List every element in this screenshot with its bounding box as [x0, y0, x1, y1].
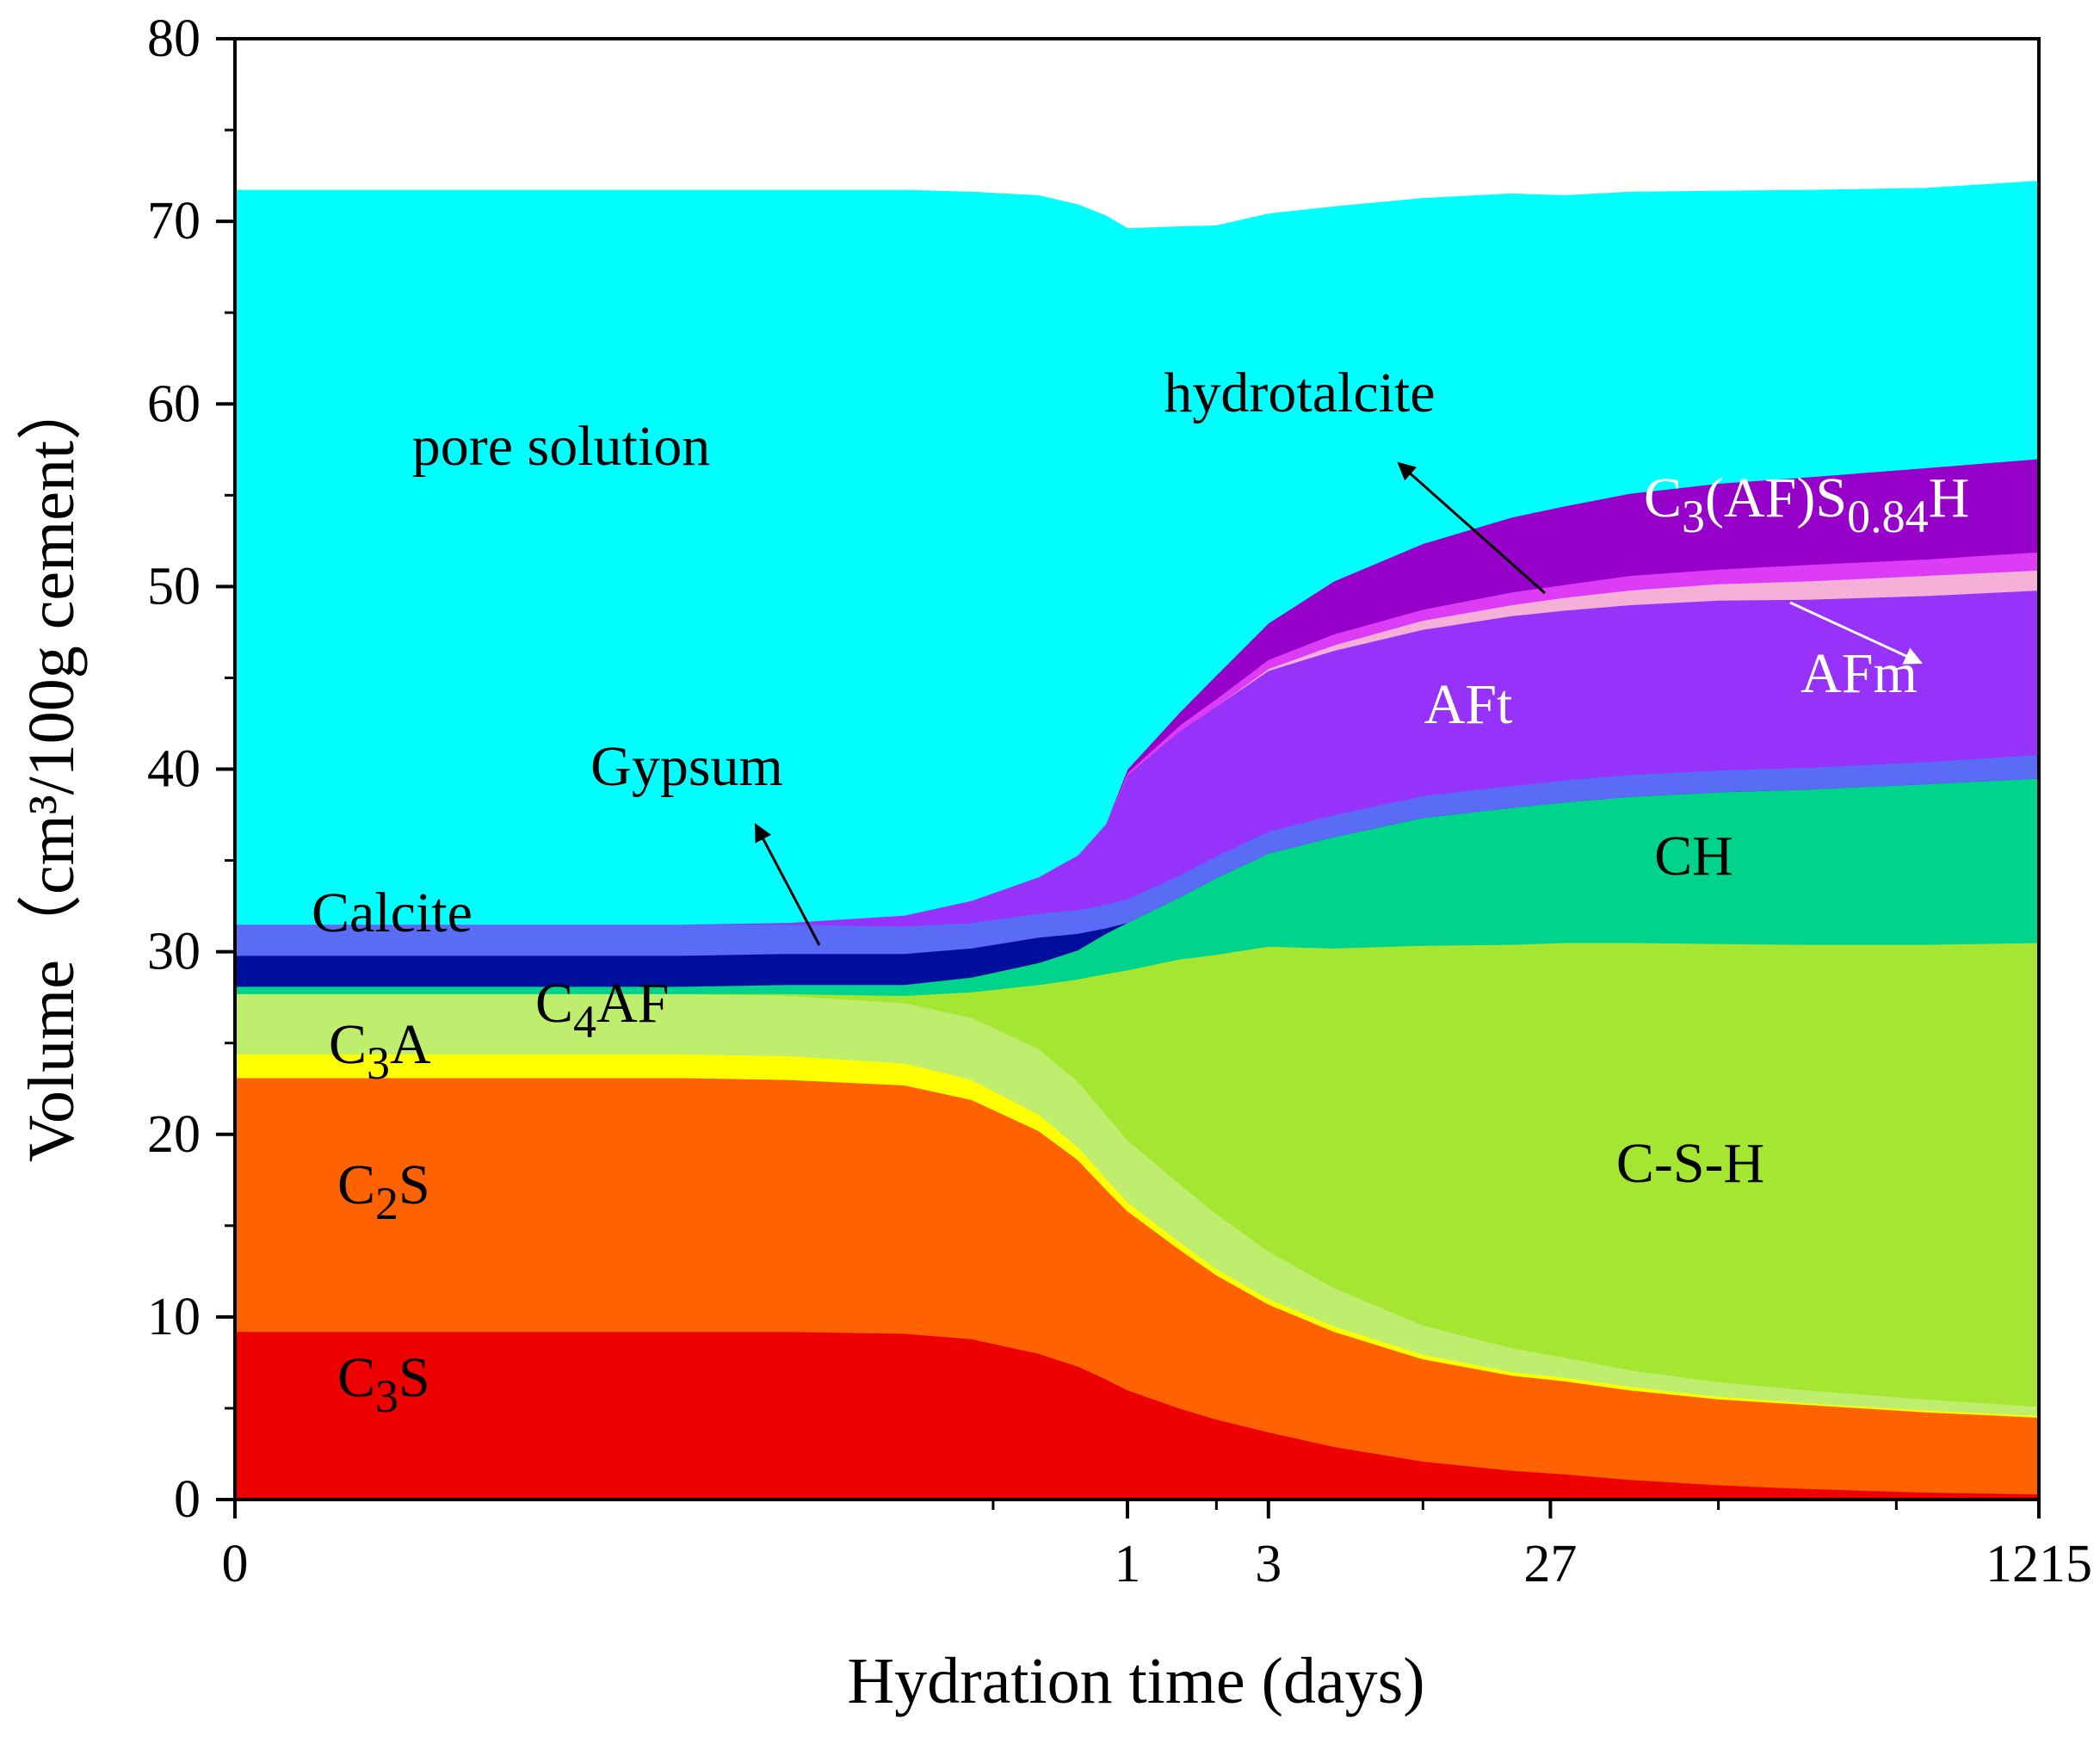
label-calcite: Calcite: [312, 881, 472, 944]
x-tick-label: 27: [1523, 1535, 1577, 1593]
label-c3afs: C3(AF)S0.84H: [1644, 467, 1969, 542]
x-axis-title: Hydration time (days): [847, 1645, 1424, 1717]
label-c3a: C3A: [329, 1013, 431, 1089]
hydrotalcite-arrow: [1397, 461, 1546, 595]
x-tick-label: 1: [1115, 1535, 1141, 1593]
area-labels: pore solution hydrotalcite C3(AF)S0.84H AFt…: [312, 362, 1969, 1422]
label-gypsum: Gypsum: [590, 735, 783, 798]
y-tick-label: 0: [174, 1470, 201, 1529]
label-afm: AFm: [1800, 642, 1918, 705]
x-tick-label: 3: [1255, 1535, 1282, 1593]
y-tick-label: 60: [147, 374, 201, 433]
y-tick-label: 40: [147, 740, 201, 799]
y-tick-label: 70: [147, 192, 201, 250]
y-axis-title: Volume（cm³/100g cement）: [15, 375, 88, 1162]
y-tick-label: 10: [147, 1288, 201, 1346]
x-tick-label: 0: [222, 1535, 249, 1593]
label-c3s: C3S: [337, 1346, 430, 1422]
x-tick-label: 1215: [1986, 1535, 2092, 1593]
label-c4af: C4AF: [535, 972, 669, 1048]
y-tick-label: 80: [147, 9, 201, 68]
annotations: [754, 461, 1923, 946]
x-axis-ticks: 0 1 3 27 1215: [222, 1500, 2092, 1593]
label-ch: CH: [1654, 825, 1733, 888]
label-csh: C-S-H: [1616, 1132, 1764, 1195]
afm-arrow: [1789, 601, 1923, 665]
label-aft: AFt: [1424, 673, 1513, 736]
label-pore-solution: pore solution: [412, 415, 710, 478]
y-axis-ticks: 0 10 20 30 40 50 60 70 80: [147, 9, 235, 1529]
y-tick-label: 50: [147, 557, 201, 615]
label-hydrotalcite: hydrotalcite: [1164, 362, 1435, 424]
y-tick-label: 20: [147, 1105, 201, 1164]
gypsum-arrow: [754, 823, 821, 946]
stacked-areas: [234, 180, 2040, 1500]
label-c2s: C2S: [337, 1154, 430, 1229]
y-tick-label: 30: [147, 923, 201, 981]
